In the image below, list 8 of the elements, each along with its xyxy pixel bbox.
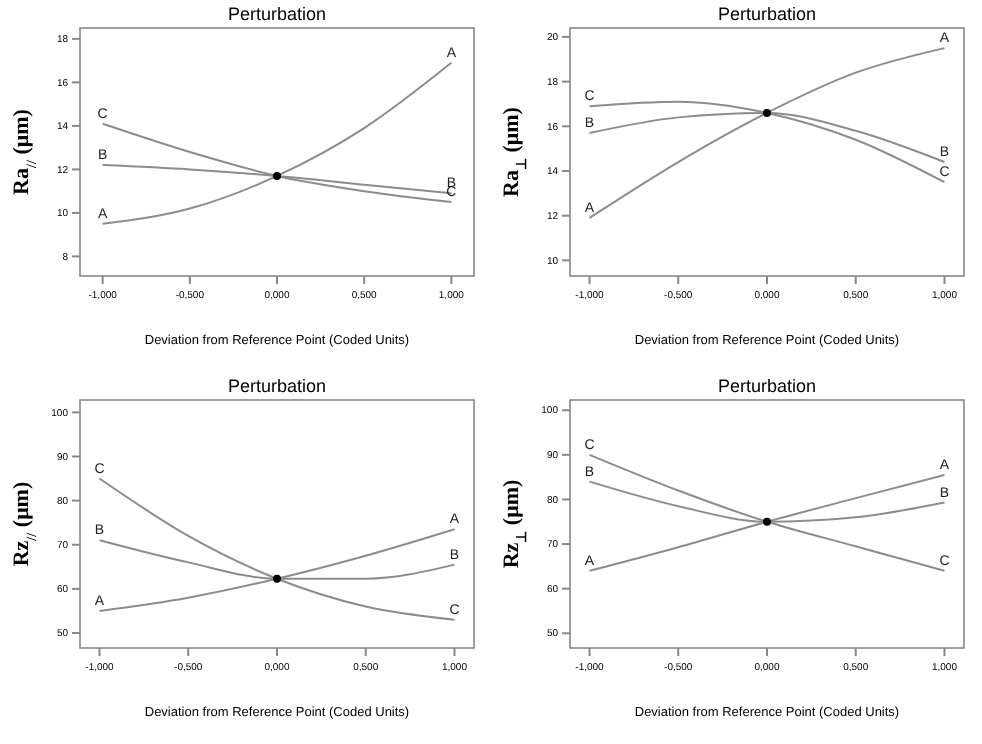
line-series: [98, 477, 456, 621]
chart-title: Perturbation: [227, 376, 327, 396]
line-series: [101, 61, 453, 225]
chart-title: Perturbation: [227, 4, 327, 24]
chart-title: Perturbation: [717, 376, 817, 396]
line-series: [588, 453, 946, 572]
chart-title: Perturbation: [717, 4, 817, 24]
line-series: [588, 47, 946, 219]
